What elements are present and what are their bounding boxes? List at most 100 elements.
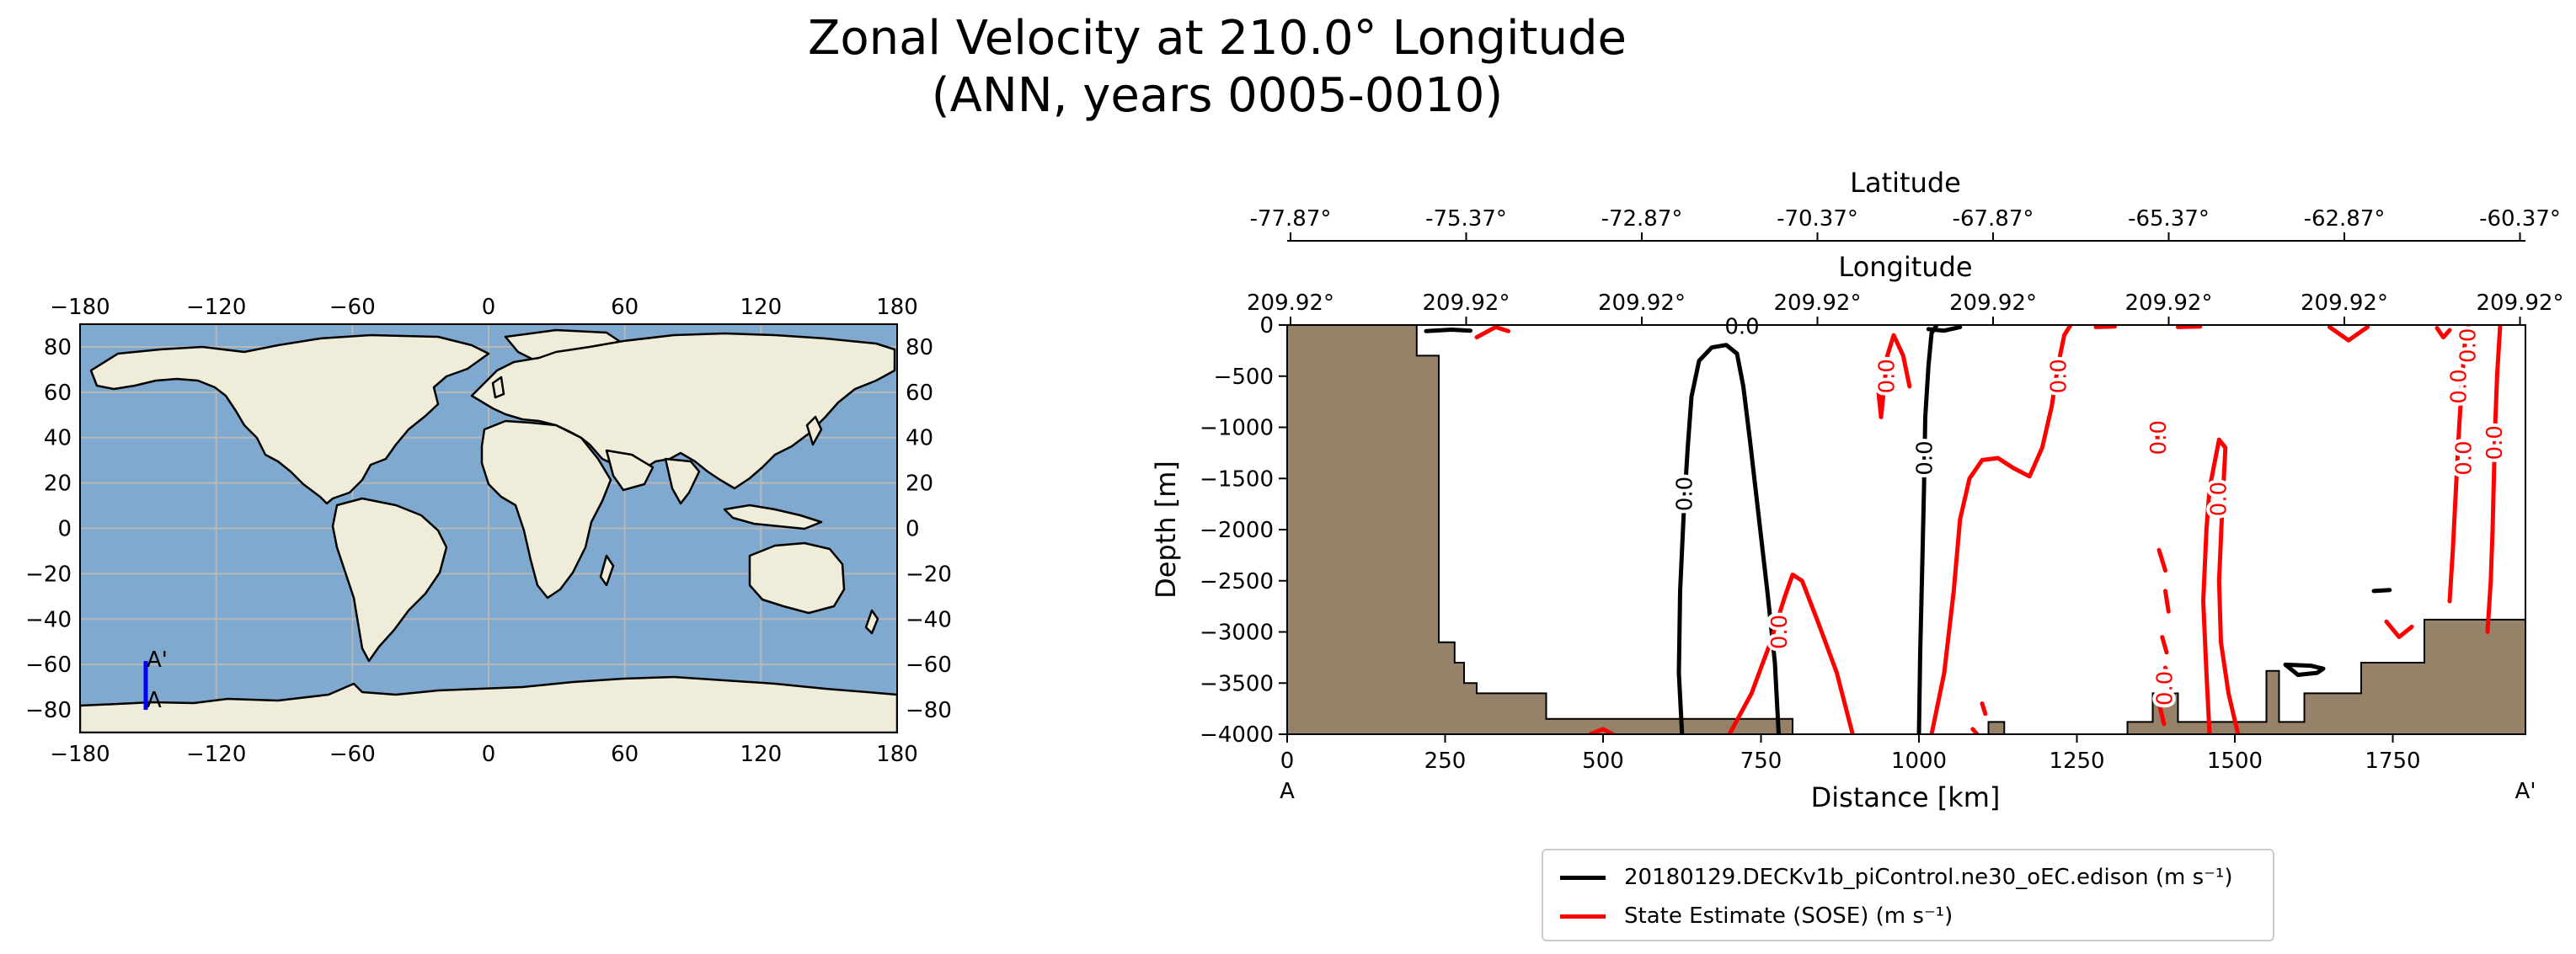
land-antarctica (80, 675, 897, 733)
map-lon-tick-top: 120 (740, 295, 783, 320)
land-africa (480, 419, 612, 600)
map-lat-tick-left: −20 (25, 562, 72, 587)
map-lon-tick-top: 60 (611, 295, 639, 320)
land-uk (491, 376, 505, 399)
contour-level-label: 0.0 (2451, 440, 2477, 475)
map-lat-tick-left: −80 (25, 698, 72, 723)
lon-tick-label: 209.92° (1949, 290, 2037, 316)
lon-tick-label: 209.92° (1774, 290, 1862, 316)
contour-sose (2176, 325, 2203, 329)
contour-model (1926, 325, 1963, 333)
lat-tick-label: -67.87° (1953, 206, 2034, 232)
lat-tick-label: -65.37° (2128, 206, 2210, 232)
transect-end-label: A' (147, 648, 168, 673)
lat-tick-label: -72.87° (1601, 206, 1683, 232)
contour-model (1916, 325, 1939, 734)
land-south-america (331, 497, 448, 663)
map-lat-tick-right: 60 (906, 381, 933, 406)
figure-title-line1: Zonal Velocity at 210.0° Longitude (808, 11, 1627, 66)
bathymetry-layer (1287, 325, 2525, 734)
map-land (80, 328, 897, 733)
contour-sose (2093, 325, 2117, 329)
map-lat-tick-left: 0 (57, 517, 72, 542)
lon-tick-label: 209.92° (2125, 290, 2213, 316)
contour-sose (1970, 727, 1980, 734)
x-start-label: A (1280, 779, 1295, 804)
contour-level-label: 0.0 (2206, 482, 2231, 516)
contour-level-label: 0.0 (1875, 359, 1900, 393)
map-lon-tick-bottom: 60 (611, 742, 639, 767)
map-lat-tick-right: −20 (906, 562, 952, 587)
contour-sose (2485, 325, 2503, 634)
contour-model (2371, 588, 2392, 594)
figure-title: Zonal Velocity at 210.0° Longitude (ANN,… (0, 10, 2434, 125)
legend-line-model (1560, 875, 1606, 880)
map-lon-tick-bottom: −180 (50, 742, 110, 767)
map-axis-ticks: −180 −180 −120 −120 −60 −60 0 0 60 60 120 120 180 180… (25, 295, 952, 767)
contour-sose (1980, 701, 1988, 717)
lon-tick-label: 209.92° (1247, 290, 1334, 316)
y-tick-label: −500 (1214, 365, 1274, 390)
map-lat-tick-left: 20 (44, 472, 72, 497)
x-axis: 0 250 500 750 1000 1250 1500 1750 (1280, 734, 2421, 774)
y-tick-label: −2500 (1200, 569, 1274, 594)
map-lon-tick-top: −120 (186, 295, 246, 320)
lat-tick-label: -77.87° (1250, 206, 1332, 232)
map-lat-tick-left: −60 (25, 653, 72, 678)
y-axis: 0 −500 −1000 −1500 −2000 −2500 −3000 −3500 −4000 (1200, 313, 1287, 748)
y-tick-label: −1000 (1200, 416, 1274, 441)
contour-sose (2163, 589, 2171, 614)
map-lon-tick-bottom: 0 (482, 742, 496, 767)
lat-tick-label: -62.87° (2304, 206, 2386, 232)
legend-label-sose: State Estimate (SOSE) (m s⁻¹) (1624, 903, 1953, 929)
contour-sose (2160, 635, 2169, 655)
legend-line-sose (1560, 914, 1606, 919)
map-lat-tick-left: −40 (25, 607, 72, 632)
lon-tick-label: 209.92° (2477, 290, 2564, 316)
contour-sose (1929, 325, 2073, 734)
x-tick-label: 1750 (2365, 749, 2420, 774)
transect-start-label: A (147, 688, 162, 713)
contour-model (1676, 343, 1781, 734)
x-tick-label: 0 (1280, 749, 1295, 774)
land-indonesia (723, 504, 823, 530)
contour-sose (2153, 425, 2165, 450)
contour-sose (2327, 325, 2370, 343)
map-lon-tick-bottom: −60 (329, 742, 376, 767)
legend-label-model: 20180129.DECKv1b_piControl.ne30_oEC.edis… (1624, 865, 2233, 890)
lat-tick-label: -70.37° (1777, 206, 1858, 232)
legend-entry-model: 20180129.DECKv1b_piControl.ne30_oEC.edis… (1560, 861, 2232, 894)
land-india (664, 457, 701, 505)
contour-sose (2434, 326, 2452, 340)
y-tick-label: −3500 (1200, 671, 1274, 696)
section-plot: 0.00.00.00.00.00.00.00.00.00.00.00.00.0 … (1150, 167, 2563, 813)
map-lon-tick-bottom: 180 (876, 742, 918, 767)
longitude-axis: 209.92° 209.92° 209.92° 209.92° 209.92° 209.9… (1247, 290, 2563, 325)
contour-sose (2156, 701, 2167, 727)
contour-model (2283, 662, 2326, 677)
y-tick-label: 0 (1259, 313, 1274, 338)
map-lat-tick-right: 0 (906, 517, 920, 542)
land-north-america (89, 333, 490, 505)
lat-tick-label: -75.37° (1425, 206, 1507, 232)
contour-sose (1727, 573, 1855, 734)
map-frame (79, 323, 898, 733)
latitude-axis-label: Latitude (1850, 167, 1961, 199)
map-lat-tick-right: 80 (906, 335, 933, 360)
map-lat-tick-right: −60 (906, 653, 952, 678)
contour-sose (2447, 325, 2471, 604)
contour-labels: 0.00.00.00.00.00.00.00.00.00.00.00.00.0 (1670, 311, 2512, 709)
map-lat-tick-right: −80 (906, 698, 952, 723)
map-lon-tick-top: −60 (329, 295, 376, 320)
map-lat-tick-right: −40 (906, 607, 952, 632)
plot-frame (1286, 324, 2526, 735)
map-lat-tick-right: 40 (906, 426, 933, 451)
map-lon-tick-top: −180 (50, 295, 110, 320)
contour-sose (1588, 727, 1615, 734)
map-lon-tick-top: 0 (482, 295, 496, 320)
land-new-zealand (864, 609, 879, 635)
lat-tick-label: -60.37° (2479, 206, 2561, 232)
map-lat-tick-left: 60 (44, 381, 72, 406)
contour-layer (1424, 325, 2503, 734)
x-tick-label: 250 (1424, 749, 1467, 774)
